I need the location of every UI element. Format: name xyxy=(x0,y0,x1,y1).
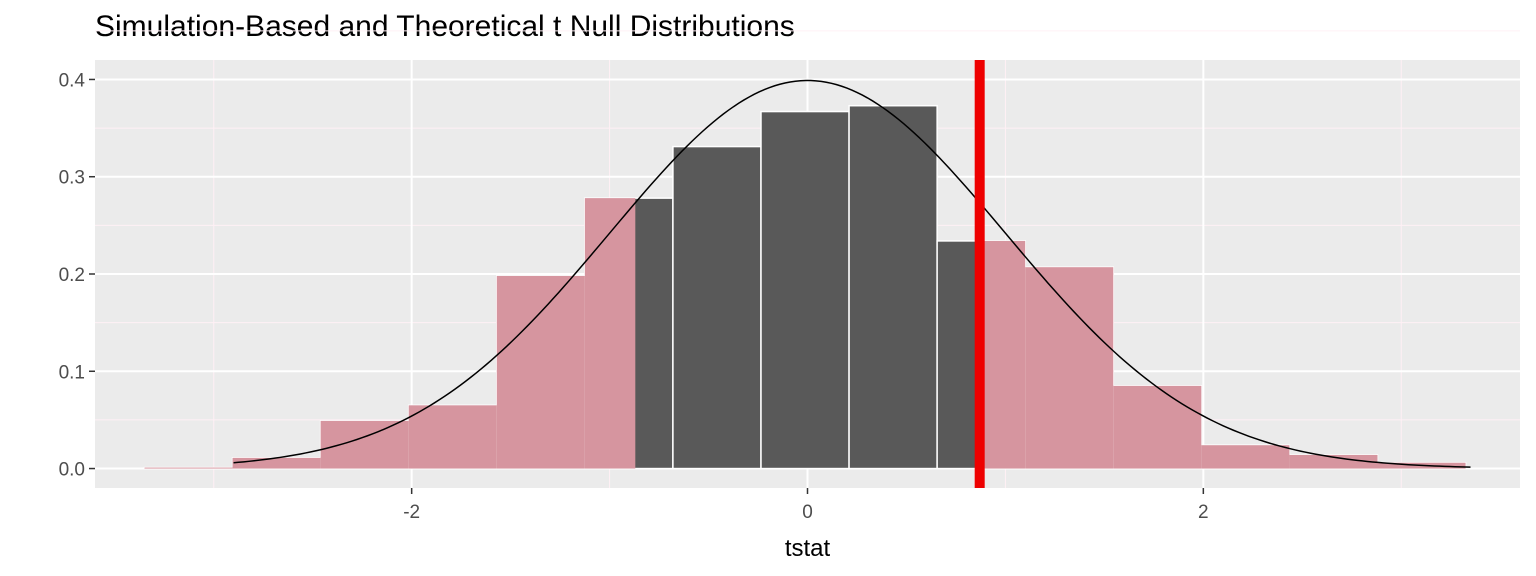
x-tick-label: -2 xyxy=(403,502,420,523)
y-tick-label: 0.3 xyxy=(59,168,85,189)
shaded-tail-region xyxy=(1113,385,1202,469)
y-tick-label: 0.4 xyxy=(59,70,86,91)
histogram-bar xyxy=(672,145,762,470)
shaded-tail-region xyxy=(979,240,1026,469)
shaded-tail-region xyxy=(584,198,636,469)
shaded-tail-region xyxy=(1025,267,1114,469)
y-tick-label: 0.1 xyxy=(59,362,85,383)
axes: 0.0 0.1 0.2 0.3 0.4 -2 0 2 xyxy=(59,70,1209,523)
shaded-tail-region xyxy=(144,467,233,469)
chart-title: Simulation-Based and Theoretical t Null … xyxy=(95,10,795,43)
histogram-bar xyxy=(760,110,850,470)
shaded-regions xyxy=(144,198,1466,469)
shaded-tail-region xyxy=(1201,445,1290,469)
x-axis-title: tstat xyxy=(785,535,831,562)
y-tick-label: 0.0 xyxy=(59,460,85,481)
histogram-bar xyxy=(848,104,938,470)
shaded-tail-region xyxy=(1289,454,1378,469)
shaded-tail-region xyxy=(496,275,585,469)
shaded-tail-region xyxy=(232,457,321,469)
y-tick-label: 0.2 xyxy=(59,265,85,286)
shaded-tail-region xyxy=(320,420,409,469)
x-tick-label: 0 xyxy=(802,502,813,523)
shaded-tail-region xyxy=(408,405,497,469)
x-tick-label: 2 xyxy=(1198,502,1209,523)
theoretical-t-curve xyxy=(233,79,1471,468)
